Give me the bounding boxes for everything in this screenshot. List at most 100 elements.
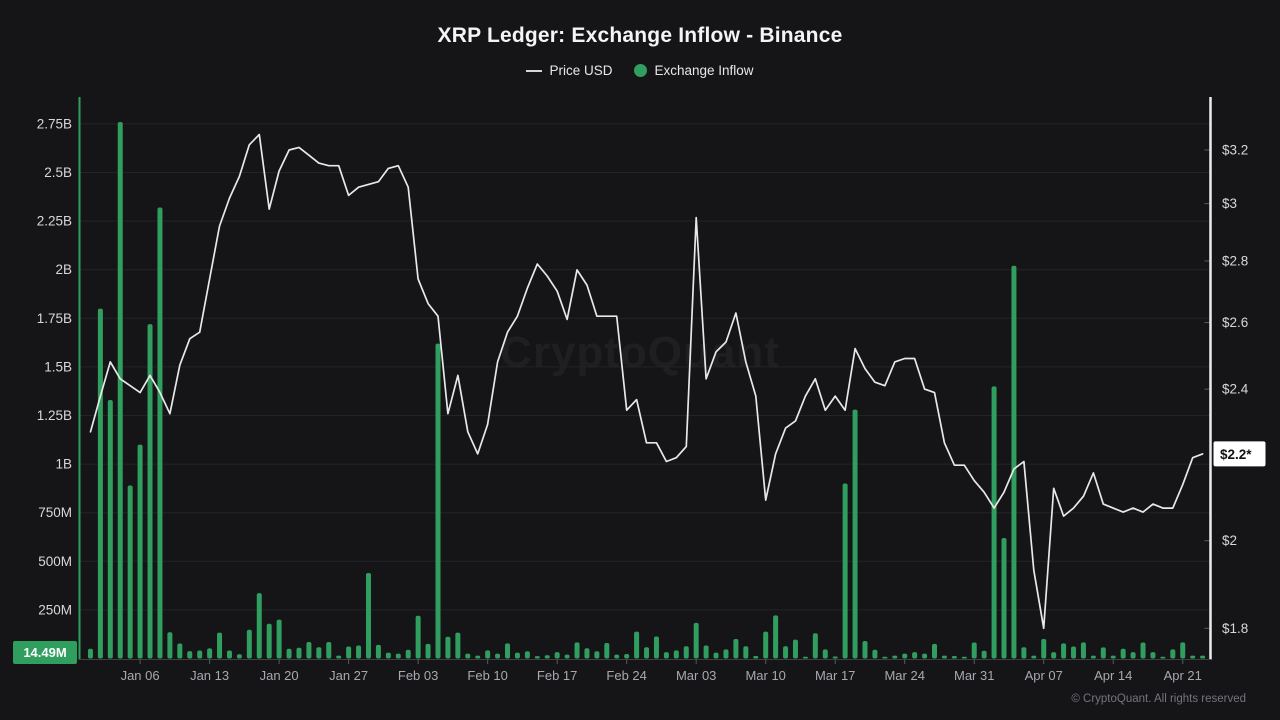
inflow-bar[interactable] bbox=[495, 653, 501, 659]
inflow-bar[interactable] bbox=[693, 622, 699, 659]
inflow-bar[interactable] bbox=[97, 308, 103, 659]
inflow-bar[interactable] bbox=[902, 653, 908, 659]
inflow-bar[interactable] bbox=[1071, 646, 1077, 659]
inflow-bar[interactable] bbox=[832, 656, 838, 659]
inflow-bar[interactable] bbox=[415, 615, 421, 659]
inflow-bar[interactable] bbox=[524, 651, 530, 659]
inflow-bar[interactable] bbox=[624, 654, 630, 659]
inflow-bar[interactable] bbox=[435, 343, 441, 659]
inflow-bar[interactable] bbox=[673, 650, 679, 659]
legend-item-price-usd[interactable]: Price USD bbox=[526, 63, 612, 78]
inflow-bar[interactable] bbox=[554, 652, 560, 659]
inflow-bar[interactable] bbox=[594, 651, 600, 659]
inflow-bar[interactable] bbox=[574, 642, 580, 659]
inflow-bar[interactable] bbox=[356, 645, 362, 659]
inflow-bar[interactable] bbox=[971, 642, 977, 659]
inflow-bar[interactable] bbox=[644, 647, 650, 659]
inflow-bar[interactable] bbox=[485, 650, 491, 659]
inflow-bar[interactable] bbox=[147, 324, 153, 659]
inflow-bar[interactable] bbox=[505, 643, 511, 659]
inflow-bar[interactable] bbox=[346, 646, 352, 659]
inflow-bar[interactable] bbox=[197, 650, 203, 659]
inflow-bar[interactable] bbox=[1041, 639, 1047, 659]
inflow-bar[interactable] bbox=[753, 655, 759, 659]
inflow-bar[interactable] bbox=[1011, 265, 1017, 659]
inflow-bar[interactable] bbox=[336, 655, 342, 659]
inflow-bar[interactable] bbox=[862, 641, 868, 659]
inflow-bar[interactable] bbox=[932, 643, 937, 659]
inflow-bar[interactable] bbox=[445, 636, 451, 659]
inflow-bar[interactable] bbox=[157, 207, 163, 659]
inflow-bar[interactable] bbox=[922, 653, 928, 659]
inflow-bar[interactable] bbox=[564, 654, 570, 659]
inflow-bar[interactable] bbox=[306, 641, 312, 659]
inflow-bar[interactable] bbox=[177, 643, 183, 659]
inflow-bar[interactable] bbox=[842, 483, 848, 659]
inflow-bar[interactable] bbox=[375, 644, 381, 659]
inflow-bar[interactable] bbox=[1051, 652, 1057, 659]
inflow-bar[interactable] bbox=[981, 650, 987, 659]
inflow-bar[interactable] bbox=[425, 643, 431, 659]
inflow-bar[interactable] bbox=[246, 629, 252, 659]
inflow-bar[interactable] bbox=[1100, 647, 1106, 659]
inflow-bar[interactable] bbox=[1080, 642, 1086, 659]
inflow-bar[interactable] bbox=[634, 631, 640, 659]
inflow-bar[interactable] bbox=[614, 654, 620, 659]
inflow-bar[interactable] bbox=[117, 121, 123, 659]
inflow-bar[interactable] bbox=[286, 648, 292, 659]
legend-item-exchange-inflow[interactable]: Exchange Inflow bbox=[634, 63, 754, 78]
inflow-bar[interactable] bbox=[1140, 642, 1146, 659]
inflow-bar[interactable] bbox=[713, 652, 719, 659]
inflow-bar[interactable] bbox=[991, 386, 997, 659]
inflow-bar[interactable] bbox=[365, 572, 371, 659]
inflow-bar[interactable] bbox=[584, 648, 590, 659]
inflow-bar[interactable] bbox=[743, 646, 749, 659]
inflow-bar[interactable] bbox=[127, 485, 133, 659]
inflow-bar[interactable] bbox=[1061, 643, 1067, 659]
inflow-bar[interactable] bbox=[514, 652, 520, 659]
inflow-bar[interactable] bbox=[872, 649, 878, 659]
inflow-bar[interactable] bbox=[385, 652, 391, 659]
inflow-bar[interactable] bbox=[266, 623, 272, 659]
inflow-bar[interactable] bbox=[395, 653, 401, 659]
inflow-bar[interactable] bbox=[107, 399, 113, 659]
inflow-bar[interactable] bbox=[475, 655, 481, 659]
inflow-bar[interactable] bbox=[455, 632, 461, 659]
inflow-bar[interactable] bbox=[1190, 655, 1196, 659]
inflow-bar[interactable] bbox=[763, 631, 769, 659]
inflow-bar[interactable] bbox=[1180, 642, 1186, 659]
inflow-bar[interactable] bbox=[852, 409, 858, 659]
inflow-bar[interactable] bbox=[703, 645, 709, 659]
price-line[interactable] bbox=[89, 133, 1204, 630]
inflow-bar[interactable] bbox=[167, 632, 173, 659]
inflow-bar[interactable] bbox=[544, 655, 550, 659]
inflow-bar[interactable] bbox=[1150, 652, 1156, 659]
inflow-bar[interactable] bbox=[941, 655, 947, 659]
inflow-bar[interactable] bbox=[236, 654, 242, 659]
inflow-bar[interactable] bbox=[87, 648, 93, 659]
inflow-bar[interactable] bbox=[663, 652, 669, 659]
inflow-bar[interactable] bbox=[405, 649, 411, 659]
inflow-bar[interactable] bbox=[1130, 652, 1136, 659]
inflow-bar[interactable] bbox=[326, 641, 332, 659]
inflow-bar[interactable] bbox=[256, 593, 262, 659]
inflow-bar[interactable] bbox=[137, 444, 143, 659]
inflow-bar[interactable] bbox=[683, 646, 689, 659]
inflow-bar[interactable] bbox=[892, 655, 898, 659]
inflow-bar[interactable] bbox=[1031, 655, 1037, 659]
inflow-bar[interactable] bbox=[912, 652, 918, 659]
inflow-bar[interactable] bbox=[217, 632, 223, 659]
inflow-bar[interactable] bbox=[1090, 655, 1096, 659]
inflow-bar[interactable] bbox=[187, 651, 193, 659]
inflow-bar[interactable] bbox=[1021, 647, 1027, 659]
inflow-bar[interactable] bbox=[792, 639, 798, 659]
inflow-bar[interactable] bbox=[653, 636, 659, 659]
inflow-bar[interactable] bbox=[1170, 649, 1176, 659]
inflow-bar[interactable] bbox=[783, 646, 789, 659]
inflow-bar[interactable] bbox=[296, 647, 302, 659]
inflow-bar[interactable] bbox=[822, 649, 828, 659]
inflow-bar[interactable] bbox=[465, 653, 471, 659]
inflow-bar[interactable] bbox=[316, 647, 322, 659]
inflow-bar[interactable] bbox=[882, 656, 888, 659]
